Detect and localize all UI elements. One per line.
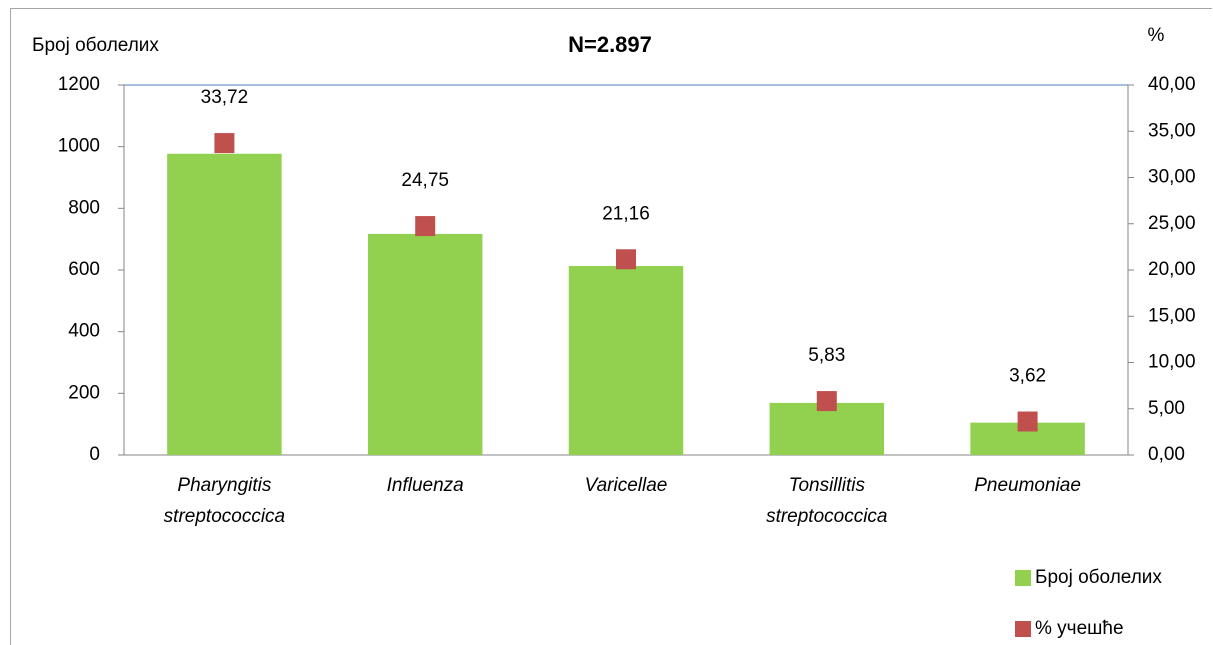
- x-tick-label: Pneumoniae: [974, 475, 1081, 496]
- y2-tick-label: 30,00: [1148, 167, 1196, 188]
- y2-tick-label: 0,00: [1148, 444, 1185, 465]
- legend-label: Број оболелих: [1035, 567, 1162, 588]
- y2-axis-label: %: [1148, 25, 1165, 46]
- y2-tick-label: 25,00: [1148, 213, 1196, 234]
- data-label: 21,16: [602, 203, 650, 224]
- chart-title: N=2.897: [568, 32, 652, 57]
- bar: [769, 402, 885, 455]
- legend-label: % учешће: [1035, 618, 1124, 639]
- legend-swatch: [1015, 621, 1031, 637]
- x-tick-label: Tonsillitis streptococcica: [766, 475, 887, 527]
- y2-tick-label: 15,00: [1148, 305, 1196, 326]
- data-label: 33,72: [201, 87, 249, 108]
- y2-tick-label: 40,00: [1148, 74, 1196, 95]
- y2-tick-label: 35,00: [1148, 120, 1196, 141]
- marker: [1017, 411, 1038, 432]
- marker: [616, 249, 636, 270]
- y-tick-label: 400: [68, 321, 100, 342]
- y-tick-label: 200: [68, 382, 100, 403]
- y-tick-label: 1200: [58, 74, 100, 95]
- bar: [367, 233, 483, 455]
- y-tick-label: 1000: [58, 136, 100, 157]
- frame: [10, 8, 1212, 645]
- x-tick-label: Influenza: [387, 475, 464, 496]
- x-tick-label: Varicellae: [585, 475, 668, 496]
- data-label: 5,83: [808, 345, 845, 366]
- y2-tick-label: 5,00: [1148, 398, 1185, 419]
- y2-tick-label: 10,00: [1148, 352, 1196, 373]
- data-label: 24,75: [401, 170, 449, 191]
- y-tick-label: 600: [68, 259, 100, 280]
- y-axis-label: Број оболелих: [32, 35, 159, 56]
- y2-tick-label: 20,00: [1148, 259, 1196, 280]
- bar: [568, 265, 684, 455]
- marker: [415, 216, 436, 237]
- bar: [167, 153, 282, 455]
- x-tick-label: Pharyngitis streptococcica: [164, 475, 285, 527]
- marker: [214, 133, 235, 154]
- y-tick-label: 0: [89, 444, 100, 465]
- data-label: 3,62: [1009, 366, 1046, 387]
- y-tick-label: 800: [68, 197, 100, 218]
- legend-swatch: [1015, 570, 1031, 586]
- marker: [816, 391, 837, 412]
